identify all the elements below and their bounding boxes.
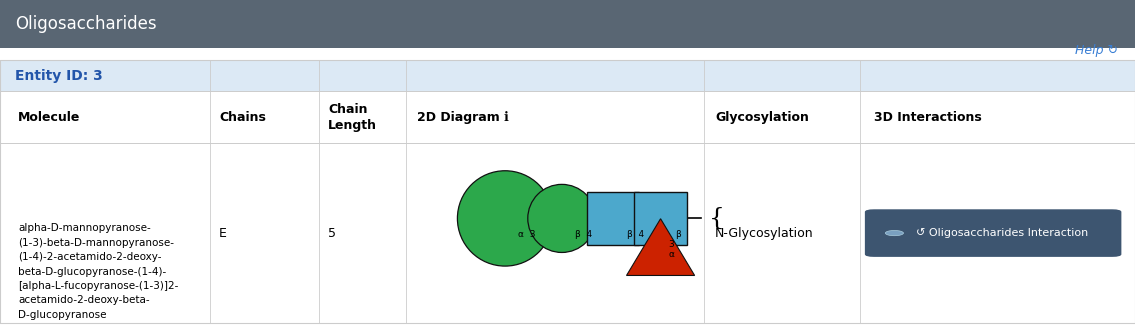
FancyBboxPatch shape <box>0 143 1135 323</box>
Text: 5: 5 <box>328 227 336 240</box>
Text: β  4: β 4 <box>575 230 592 239</box>
Text: N-Glycosylation: N-Glycosylation <box>715 227 814 240</box>
Text: 3D Interactions: 3D Interactions <box>874 111 982 124</box>
Text: 3: 3 <box>669 240 674 249</box>
FancyBboxPatch shape <box>865 209 1121 257</box>
Text: Chains: Chains <box>219 111 266 124</box>
FancyBboxPatch shape <box>0 91 1135 143</box>
Text: 2D Diagram ℹ: 2D Diagram ℹ <box>417 111 508 124</box>
FancyBboxPatch shape <box>0 48 1135 60</box>
FancyBboxPatch shape <box>587 192 639 244</box>
Text: Molecule: Molecule <box>18 111 81 124</box>
FancyBboxPatch shape <box>0 0 1135 48</box>
Text: Oligosaccharides: Oligosaccharides <box>15 15 157 33</box>
Text: Entity ID: 3: Entity ID: 3 <box>15 69 102 83</box>
Text: β  4: β 4 <box>627 230 644 239</box>
Text: α: α <box>669 250 674 259</box>
Circle shape <box>885 230 903 236</box>
Text: alpha-D-mannopyranose-
(1-3)-beta-D-mannopyranose-
(1-4)-2-acetamido-2-deoxy-
be: alpha-D-mannopyranose- (1-3)-beta-D-mann… <box>18 223 178 320</box>
Ellipse shape <box>528 185 596 252</box>
Text: α  3: α 3 <box>518 230 535 239</box>
Text: β: β <box>675 230 681 239</box>
Text: {: { <box>709 207 725 230</box>
Text: E: E <box>219 227 227 240</box>
Text: Glycosylation: Glycosylation <box>715 111 809 124</box>
Text: Help ↻: Help ↻ <box>1075 44 1118 57</box>
Text: ↺ Oligosaccharides Interaction: ↺ Oligosaccharides Interaction <box>916 228 1088 238</box>
Ellipse shape <box>457 171 553 266</box>
Text: Chain
Length: Chain Length <box>328 103 377 132</box>
Polygon shape <box>627 219 695 275</box>
FancyBboxPatch shape <box>634 192 687 244</box>
FancyBboxPatch shape <box>0 60 1135 91</box>
